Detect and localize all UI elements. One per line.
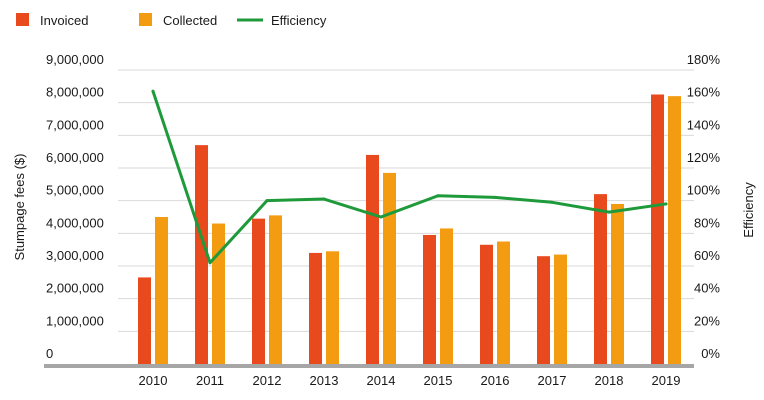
bar-invoiced-2014 bbox=[366, 154, 379, 364]
bar-invoiced-2017 bbox=[537, 256, 550, 364]
efficiency-point-2013 bbox=[322, 197, 326, 201]
bar-invoiced-2013 bbox=[309, 252, 322, 364]
legend-swatch-invoiced bbox=[16, 13, 29, 26]
y-tick-label-left: 9,000,000 bbox=[46, 52, 104, 67]
efficiency-point-2014 bbox=[379, 215, 383, 219]
x-tick-label: 2011 bbox=[196, 373, 224, 388]
y-tick-label-right: 140% bbox=[687, 117, 721, 132]
bar-invoiced-2019 bbox=[651, 94, 664, 364]
y-tick-label-left: 1,000,000 bbox=[46, 313, 104, 328]
right-axis-ticks: 0% 20% 40% 60% 80% 100% 120% 140% 160% 180% bbox=[687, 52, 721, 361]
x-tick-label: 2017 bbox=[538, 373, 567, 388]
efficiency-point-2019 bbox=[664, 202, 668, 206]
bar-invoiced-2016 bbox=[480, 244, 493, 364]
y-tick-label-right: 80% bbox=[694, 215, 720, 230]
efficiency-point-2015 bbox=[436, 194, 440, 198]
bar-collected-2011 bbox=[212, 223, 225, 364]
bar-collected-2018 bbox=[611, 203, 624, 364]
bar-collected-2013 bbox=[326, 251, 339, 364]
efficiency-point-2012 bbox=[265, 199, 269, 203]
efficiency-point-2016 bbox=[493, 195, 497, 199]
y-tick-label-left: 3,000,000 bbox=[46, 248, 104, 263]
efficiency-point-2010 bbox=[151, 89, 155, 93]
legend: Invoiced Collected Efficiency bbox=[16, 13, 327, 28]
x-tick-label: 2014 bbox=[367, 373, 396, 388]
y-tick-label-right: 20% bbox=[694, 313, 720, 328]
x-tick-label: 2013 bbox=[310, 373, 339, 388]
y-tick-label-right: 100% bbox=[687, 183, 721, 198]
bar-collected-2017 bbox=[554, 254, 567, 364]
bar-invoiced-2010 bbox=[138, 277, 151, 364]
efficiency-point-2018 bbox=[607, 210, 611, 214]
efficiency-point-2017 bbox=[550, 200, 554, 204]
bars bbox=[138, 94, 681, 364]
bar-collected-2016 bbox=[497, 241, 510, 364]
legend-swatch-collected bbox=[139, 13, 152, 26]
y-tick-label-left: 4,000,000 bbox=[46, 215, 104, 230]
y-tick-label-right: 160% bbox=[687, 85, 721, 100]
efficiency-line bbox=[151, 89, 668, 265]
y-tick-label-left: 0 bbox=[46, 346, 53, 361]
left-axis-ticks: 0 1,000,000 2,000,000 3,000,000 4,000,000 5,0… bbox=[46, 52, 104, 361]
y-axis-title-left: Stumpage fees ($) bbox=[12, 154, 27, 261]
bar-invoiced-2018 bbox=[594, 194, 607, 364]
x-tick-label: 2018 bbox=[595, 373, 624, 388]
x-axis-ticks: 2010 2011 2012 2013 2014 2015 2016 2017 2018 2019 bbox=[139, 373, 681, 388]
y-tick-label-right: 120% bbox=[687, 150, 721, 165]
y-tick-label-left: 7,000,000 bbox=[46, 117, 104, 132]
legend-label-collected: Collected bbox=[163, 13, 217, 28]
y-tick-label-right: 0% bbox=[701, 346, 720, 361]
bar-collected-2012 bbox=[269, 215, 282, 364]
x-tick-label: 2019 bbox=[652, 373, 681, 388]
x-tick-label: 2012 bbox=[253, 373, 282, 388]
efficiency-line-group bbox=[151, 89, 668, 265]
bar-collected-2014 bbox=[383, 172, 396, 364]
bar-invoiced-2012 bbox=[252, 218, 265, 364]
y-tick-label-left: 8,000,000 bbox=[46, 85, 104, 100]
legend-label-invoiced: Invoiced bbox=[40, 13, 88, 28]
x-tick-label: 2015 bbox=[424, 373, 453, 388]
bar-collected-2010 bbox=[155, 217, 168, 364]
legend-label-efficiency: Efficiency bbox=[271, 13, 327, 28]
x-axis-baseline bbox=[44, 364, 694, 368]
y-tick-label-left: 5,000,000 bbox=[46, 183, 104, 198]
y-tick-label-left: 2,000,000 bbox=[46, 281, 104, 296]
y-tick-label-right: 60% bbox=[694, 248, 720, 263]
bar-invoiced-2011 bbox=[195, 145, 208, 364]
y-tick-label-right: 180% bbox=[687, 52, 721, 67]
y-axis-title-right: Efficiency bbox=[741, 182, 756, 238]
efficiency-point-2011 bbox=[208, 261, 212, 265]
x-tick-label: 2010 bbox=[139, 373, 168, 388]
bar-collected-2019 bbox=[668, 96, 681, 364]
x-tick-label: 2016 bbox=[481, 373, 510, 388]
bar-invoiced-2015 bbox=[423, 234, 436, 364]
bar-collected-2015 bbox=[440, 228, 453, 364]
y-tick-label-right: 40% bbox=[694, 281, 720, 296]
x-axis-line bbox=[44, 364, 694, 368]
y-tick-label-left: 6,000,000 bbox=[46, 150, 104, 165]
